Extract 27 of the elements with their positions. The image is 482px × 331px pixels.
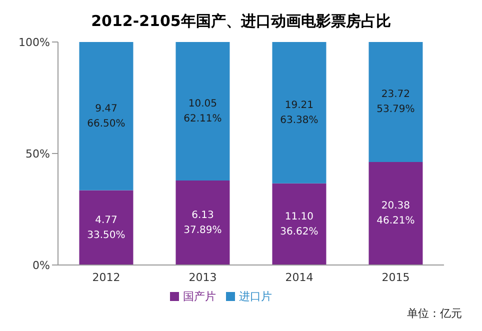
bar bbox=[79, 42, 134, 190]
x-tick-label: 2015 bbox=[382, 270, 410, 284]
bar bbox=[272, 42, 326, 184]
data-label: 19.21 63.38% bbox=[280, 100, 318, 126]
data-label: 11.10 36.62% bbox=[280, 211, 318, 238]
data-label: 4.77 33.50% bbox=[87, 214, 126, 241]
x-tick-label: 2014 bbox=[285, 270, 314, 284]
data-label: 9.47 66.50% bbox=[87, 103, 126, 130]
data-label: 23.72 53.79% bbox=[376, 89, 415, 116]
data-label: 10.05 62.11% bbox=[184, 98, 222, 124]
x-tick-label: 2012 bbox=[92, 270, 120, 284]
bar bbox=[176, 180, 230, 265]
legend-label: 进口片 bbox=[239, 290, 272, 303]
data-label: 6.13 37.89% bbox=[184, 210, 222, 236]
bar bbox=[79, 190, 134, 265]
y-tick-label: 50% bbox=[26, 147, 50, 160]
legend-label: 国产片 bbox=[183, 290, 216, 303]
bar bbox=[368, 162, 423, 265]
y-tick-label: 100% bbox=[18, 36, 50, 49]
bar bbox=[368, 42, 423, 162]
text: 单位：亿元 bbox=[407, 306, 462, 321]
x-tick-label: 2013 bbox=[188, 270, 217, 284]
bar bbox=[272, 183, 326, 265]
bar bbox=[176, 42, 230, 181]
y-tick-label: 0% bbox=[32, 258, 50, 272]
chart-title: 2012-2105年国产、进口动画电影票房占比 bbox=[90, 11, 392, 32]
data-label: 20.38 46.21% bbox=[376, 200, 415, 227]
